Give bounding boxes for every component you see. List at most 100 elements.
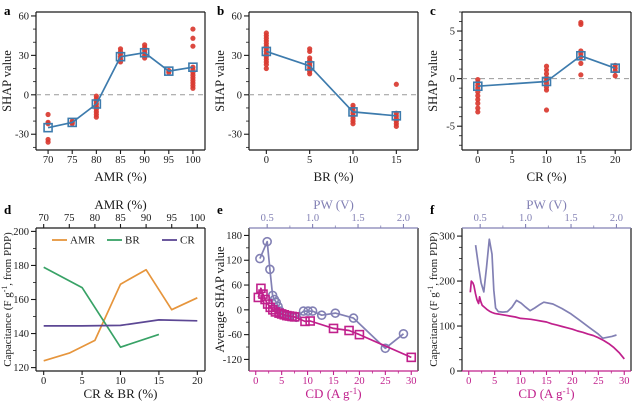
x-axis-label: CR & BR (%) — [83, 386, 157, 401]
svg-text:10: 10 — [348, 155, 359, 166]
svg-text:AMR: AMR — [70, 235, 96, 247]
svg-text:PW (V): PW (V) — [313, 197, 354, 212]
svg-text:-60: -60 — [228, 330, 242, 341]
svg-text:100: 100 — [439, 322, 455, 333]
svg-text:20: 20 — [192, 376, 203, 387]
svg-text:2.0: 2.0 — [397, 213, 410, 224]
x-axis-label: BR (%) — [313, 169, 353, 184]
series-shap-mean — [261, 46, 402, 121]
plot-frame — [248, 11, 419, 151]
svg-text:1.0: 1.0 — [519, 213, 532, 224]
svg-text:20: 20 — [610, 155, 621, 166]
svg-text:90: 90 — [139, 155, 150, 166]
panel-letter-f: f — [430, 202, 435, 217]
y-axis: -30 0 30 60 — [15, 11, 36, 148]
svg-text:100: 100 — [189, 213, 205, 224]
series-cr-capacitance — [43, 319, 198, 327]
svg-text:90: 90 — [141, 213, 152, 224]
y-axis-label: Average SHAP value — [213, 246, 227, 353]
x-axis: 0 5 10 15 20 25 30 — [466, 371, 630, 387]
panel-letter-e: e — [217, 202, 223, 217]
svg-text:0: 0 — [475, 155, 480, 166]
svg-text:180: 180 — [226, 231, 242, 242]
svg-text:5: 5 — [492, 376, 497, 387]
svg-text:20: 20 — [354, 376, 365, 387]
series-br-capacitance — [43, 266, 160, 349]
svg-text:75: 75 — [67, 155, 78, 166]
svg-text:0.5: 0.5 — [474, 213, 487, 224]
y-axis-label: SHAP value — [426, 50, 440, 112]
svg-text:140: 140 — [13, 329, 29, 340]
x-axis: 70 75 80 85 90 95 100 — [43, 150, 201, 166]
svg-text:15: 15 — [541, 376, 552, 387]
y-axis: 120 140 160 180 200 — [13, 227, 36, 374]
svg-text:180: 180 — [13, 261, 29, 272]
svg-text:200: 200 — [439, 277, 455, 288]
svg-text:10: 10 — [115, 376, 126, 387]
svg-text:70: 70 — [43, 155, 54, 166]
svg-text:0: 0 — [264, 155, 269, 166]
svg-text:25: 25 — [380, 376, 391, 387]
plot-frame — [461, 227, 632, 372]
svg-text:0: 0 — [24, 90, 29, 101]
svg-text:-120: -120 — [223, 355, 242, 366]
y-axis-label: SHAP value — [213, 50, 227, 112]
plot-frame — [35, 11, 206, 151]
svg-text:-30: -30 — [228, 130, 242, 141]
x-axis-label: AMR (%) — [94, 169, 146, 184]
y-axis: -120 -60 0 60 120 180 — [223, 231, 249, 366]
chart-e: -120 -60 0 60 120 180 0 5 10 15 20 25 30 CD (A g-1) 0.… — [213, 197, 419, 401]
chart-b: -30 0 30 60 0 5 10 15 BR (%) SHAP value b — [213, 3, 419, 184]
svg-text:30: 30 — [406, 376, 417, 387]
svg-text:160: 160 — [13, 295, 29, 306]
svg-text:25: 25 — [593, 376, 604, 387]
svg-text:75: 75 — [64, 213, 75, 224]
panel-f: 0 100 200 300 0 5 10 15 20 25 30 CD (A g-1) 0.5 1.0 1.… — [426, 195, 639, 401]
svg-text:10: 10 — [541, 155, 552, 166]
y-axis: 0 100 200 300 — [439, 232, 462, 378]
chart-c: -5 0 5 0 5 10 15 20 CR (%) SHAP value c — [426, 3, 632, 184]
panel-letter-a: a — [4, 3, 11, 18]
panel-c: -5 0 5 0 5 10 15 20 CR (%) SHAP value c — [426, 0, 639, 205]
y-axis-label: Capacitance (F g-1, from PDP) — [0, 232, 14, 367]
svg-text:85: 85 — [115, 155, 126, 166]
panel-a: -30 0 30 60 70 75 80 85 90 95 100 AMR (%) SHAP value… — [0, 0, 213, 205]
chart-d: 120 140 160 180 200 0 5 10 15 20 CR & BR (%) 70 75 80… — [0, 197, 206, 401]
svg-text:95: 95 — [164, 155, 175, 166]
series-shap-samples — [475, 19, 618, 115]
x-axis: 0 5 10 15 — [264, 150, 402, 166]
svg-text:1.5: 1.5 — [564, 213, 577, 224]
svg-text:5: 5 — [307, 155, 312, 166]
svg-text:100: 100 — [185, 155, 201, 166]
svg-text:0: 0 — [466, 376, 471, 387]
y-axis-label: Capacitance (F g-1, from PDP) — [426, 232, 440, 367]
svg-text:80: 80 — [91, 155, 102, 166]
svg-text:10: 10 — [515, 376, 526, 387]
panel-b: -30 0 30 60 0 5 10 15 BR (%) SHAP value b — [213, 0, 426, 205]
svg-text:0: 0 — [450, 367, 455, 378]
svg-text:0: 0 — [450, 74, 455, 85]
svg-text:15: 15 — [154, 376, 165, 387]
svg-text:60: 60 — [19, 11, 30, 22]
svg-text:AMR (%): AMR (%) — [94, 197, 146, 212]
series-amr-capacitance — [43, 268, 198, 362]
svg-text:5: 5 — [510, 155, 515, 166]
series-pw-capacitance — [474, 238, 617, 340]
svg-text:120: 120 — [13, 363, 29, 374]
svg-text:30: 30 — [619, 376, 630, 387]
svg-text:30: 30 — [232, 51, 243, 62]
svg-text:0.5: 0.5 — [261, 213, 274, 224]
panel-e: -120 -60 0 60 120 180 0 5 10 15 20 25 30 CD (A g-1) 0.… — [213, 195, 426, 401]
svg-text:1.5: 1.5 — [351, 213, 364, 224]
svg-text:PW (V): PW (V) — [526, 197, 567, 212]
svg-text:10: 10 — [302, 376, 313, 387]
legend: AMR BR CR — [52, 235, 195, 247]
svg-text:85: 85 — [115, 213, 126, 224]
top-axis: 70 75 80 85 90 95 100 AMR (%) — [38, 197, 205, 228]
y-axis: -30 0 30 60 — [228, 11, 249, 148]
panel-letter-b: b — [217, 3, 224, 18]
svg-text:-30: -30 — [15, 130, 29, 141]
svg-text:5: 5 — [450, 27, 455, 38]
plot-frame — [35, 227, 206, 372]
svg-text:0: 0 — [237, 90, 242, 101]
